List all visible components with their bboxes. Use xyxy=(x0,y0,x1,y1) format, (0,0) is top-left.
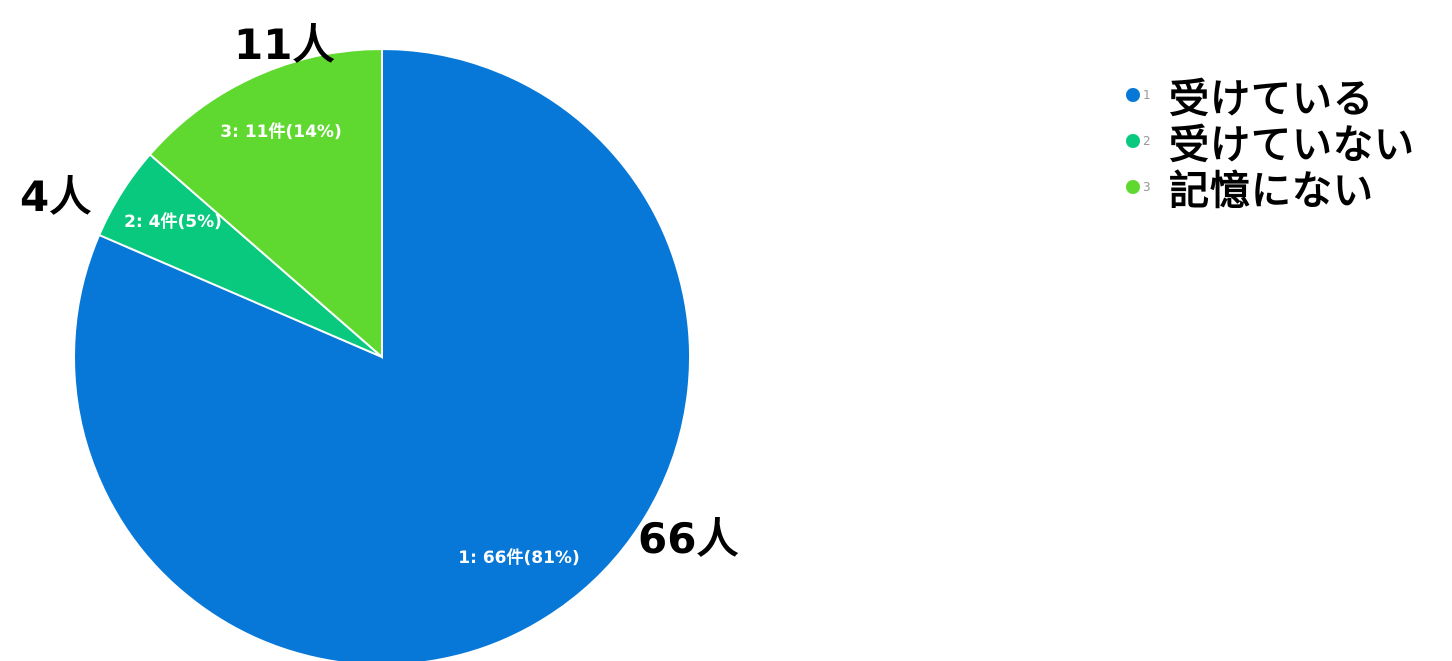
outer-label-2: 4人 xyxy=(20,172,91,221)
legend-item-1: 1 受けている xyxy=(1126,72,1415,122)
legend-index-3: 3 xyxy=(1143,180,1151,194)
legend-swatch-3 xyxy=(1126,180,1140,194)
slice-label-1: 1: 66件(81%) xyxy=(458,547,579,568)
legend-item-2: 2 受けていない xyxy=(1126,118,1415,168)
legend-item-3: 3 記憶にない xyxy=(1126,164,1415,214)
outer-label-3: 11人 xyxy=(234,20,334,69)
legend-label-1: 受けている xyxy=(1169,76,1374,122)
slice-label-3: 3: 11件(14%) xyxy=(220,121,341,142)
legend-label-2: 受けていない xyxy=(1169,122,1415,168)
pie-slices xyxy=(73,47,691,661)
outer-label-1: 66人 xyxy=(638,514,738,563)
pie-slice-3 xyxy=(148,47,383,360)
legend-swatch-2 xyxy=(1126,134,1140,148)
legend-swatch-1 xyxy=(1126,88,1140,102)
legend-index-2: 2 xyxy=(1143,134,1151,148)
chart-legend: 1 受けている 2 受けていない 3 記憶にない xyxy=(1126,72,1415,214)
legend-index-1: 1 xyxy=(1143,88,1151,102)
slice-label-2: 2: 4件(5%) xyxy=(124,211,222,232)
legend-label-3: 記憶にない xyxy=(1169,168,1374,214)
